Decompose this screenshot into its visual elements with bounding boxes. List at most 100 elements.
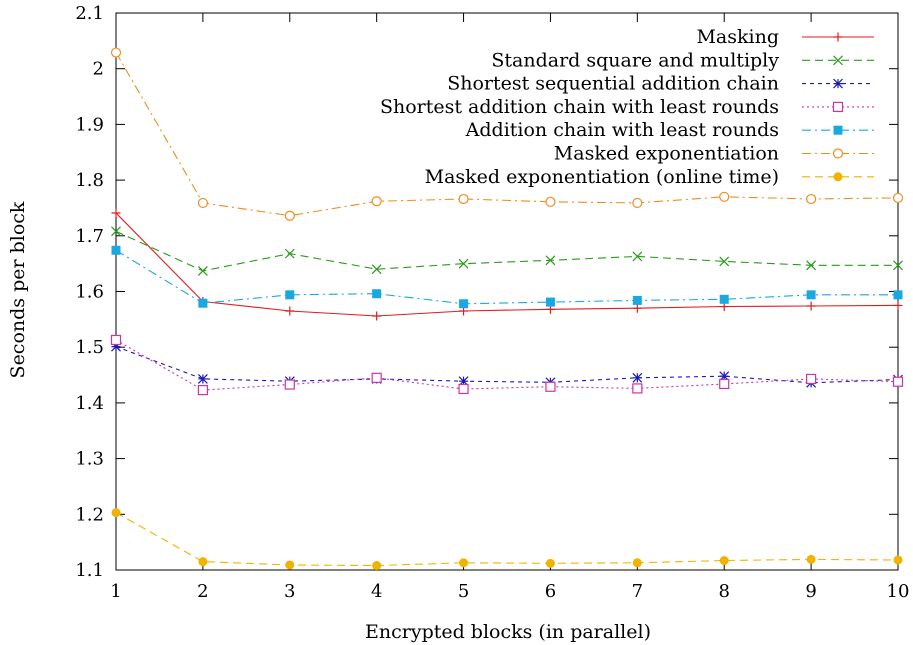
series-6 bbox=[110, 47, 904, 221]
data-point bbox=[806, 554, 816, 564]
data-point bbox=[285, 290, 295, 300]
series-4 bbox=[110, 334, 904, 396]
series-line bbox=[115, 512, 899, 567]
series-line bbox=[115, 339, 899, 391]
data-point bbox=[285, 306, 295, 316]
legend-label: Masked exponentiation bbox=[554, 143, 779, 165]
data-point bbox=[632, 372, 643, 383]
data-point bbox=[719, 556, 729, 566]
data-point bbox=[197, 384, 208, 396]
data-point bbox=[893, 555, 903, 565]
legend-marker bbox=[833, 32, 843, 42]
data-point bbox=[371, 196, 382, 207]
legend-label: Masked exponentiation (online time) bbox=[425, 166, 779, 188]
data-point bbox=[372, 311, 382, 321]
data-point bbox=[198, 298, 208, 308]
series-line bbox=[115, 52, 899, 217]
data-point bbox=[371, 372, 382, 383]
x-tick-label: 5 bbox=[458, 581, 469, 602]
legend-item: Masking bbox=[696, 26, 874, 48]
legend-item: Addition chain with least rounds bbox=[465, 119, 874, 141]
data-point bbox=[632, 558, 642, 568]
legend-item: Masked exponentiation bbox=[554, 143, 874, 165]
x-tick-label: 2 bbox=[197, 581, 208, 602]
legend-item: Standard square and multiply bbox=[491, 49, 874, 71]
legend-label: Standard square and multiply bbox=[491, 49, 779, 71]
data-point bbox=[545, 255, 556, 266]
data-point bbox=[458, 193, 469, 205]
data-point bbox=[458, 383, 469, 395]
data-point bbox=[545, 558, 555, 568]
legend-item: Shortest addition chain with least round… bbox=[380, 96, 874, 118]
data-point bbox=[632, 251, 643, 262]
data-point bbox=[719, 294, 729, 304]
data-point bbox=[545, 381, 556, 392]
series-group bbox=[110, 47, 904, 571]
data-point bbox=[110, 334, 122, 346]
y-tick-label: 1.2 bbox=[75, 504, 104, 525]
series-line bbox=[115, 249, 898, 305]
data-point bbox=[372, 561, 382, 571]
legend-marker bbox=[833, 125, 843, 135]
y-tick-label: 1.8 bbox=[75, 170, 104, 191]
y-tick-label: 1.5 bbox=[75, 337, 104, 358]
series-7 bbox=[111, 508, 903, 571]
series-3 bbox=[111, 341, 903, 388]
data-point bbox=[806, 193, 817, 205]
x-tick-label: 10 bbox=[887, 581, 910, 602]
x-tick-label: 8 bbox=[718, 581, 729, 602]
legend-label: Shortest sequential addition chain bbox=[447, 73, 779, 95]
data-point bbox=[284, 248, 295, 259]
data-point bbox=[719, 371, 730, 382]
x-tick-label: 1 bbox=[110, 581, 121, 602]
data-point bbox=[632, 197, 643, 209]
y-tick-label: 1.1 bbox=[75, 560, 104, 581]
data-point bbox=[893, 260, 903, 271]
y-tick-label: 1.6 bbox=[75, 282, 104, 303]
y-axis-label: Seconds per block bbox=[7, 201, 29, 378]
x-axis-label: Encrypted blocks (in parallel) bbox=[365, 621, 651, 643]
data-point bbox=[285, 560, 295, 570]
data-point bbox=[458, 258, 469, 269]
axes: 1 2 3 4 5 6 7 8 9 10 1.1 1.2 1.3 1.4 1.5 1.6 1.7 1.8 1.9 2 2… bbox=[75, 3, 909, 602]
y-tick-label: 1.9 bbox=[75, 114, 104, 135]
series-line bbox=[115, 212, 899, 317]
series-line bbox=[115, 230, 898, 272]
data-point bbox=[111, 341, 121, 352]
data-point bbox=[284, 379, 295, 390]
data-point bbox=[893, 300, 903, 310]
legend-label: Addition chain with least rounds bbox=[465, 119, 779, 141]
data-point bbox=[719, 191, 730, 202]
series-5 bbox=[111, 245, 903, 309]
data-point bbox=[198, 557, 208, 567]
y-tick-label: 1.3 bbox=[75, 449, 104, 470]
data-point bbox=[197, 197, 208, 209]
data-point bbox=[632, 295, 642, 305]
data-point bbox=[458, 376, 469, 387]
data-point bbox=[719, 256, 730, 267]
data-point bbox=[459, 558, 469, 568]
data-point bbox=[806, 301, 816, 311]
y-tick-label: 1.4 bbox=[75, 393, 104, 414]
data-point bbox=[111, 245, 121, 255]
data-point bbox=[892, 376, 904, 387]
data-point bbox=[111, 208, 121, 218]
legend-marker bbox=[833, 172, 843, 182]
data-point bbox=[893, 290, 903, 300]
data-point bbox=[545, 196, 556, 207]
data-point bbox=[892, 192, 904, 204]
data-point bbox=[111, 508, 121, 518]
data-point bbox=[284, 210, 295, 221]
data-point bbox=[110, 47, 122, 58]
series-line bbox=[115, 346, 899, 384]
legend-marker bbox=[833, 78, 843, 89]
x-tick-label: 6 bbox=[545, 581, 556, 602]
y-tick-label: 2.1 bbox=[75, 3, 104, 24]
y-tick-label: 2 bbox=[93, 59, 104, 80]
x-tick-label: 9 bbox=[805, 581, 816, 602]
series-2 bbox=[111, 226, 903, 276]
data-point bbox=[806, 260, 817, 271]
legend-item: Masked exponentiation (online time) bbox=[425, 166, 874, 188]
